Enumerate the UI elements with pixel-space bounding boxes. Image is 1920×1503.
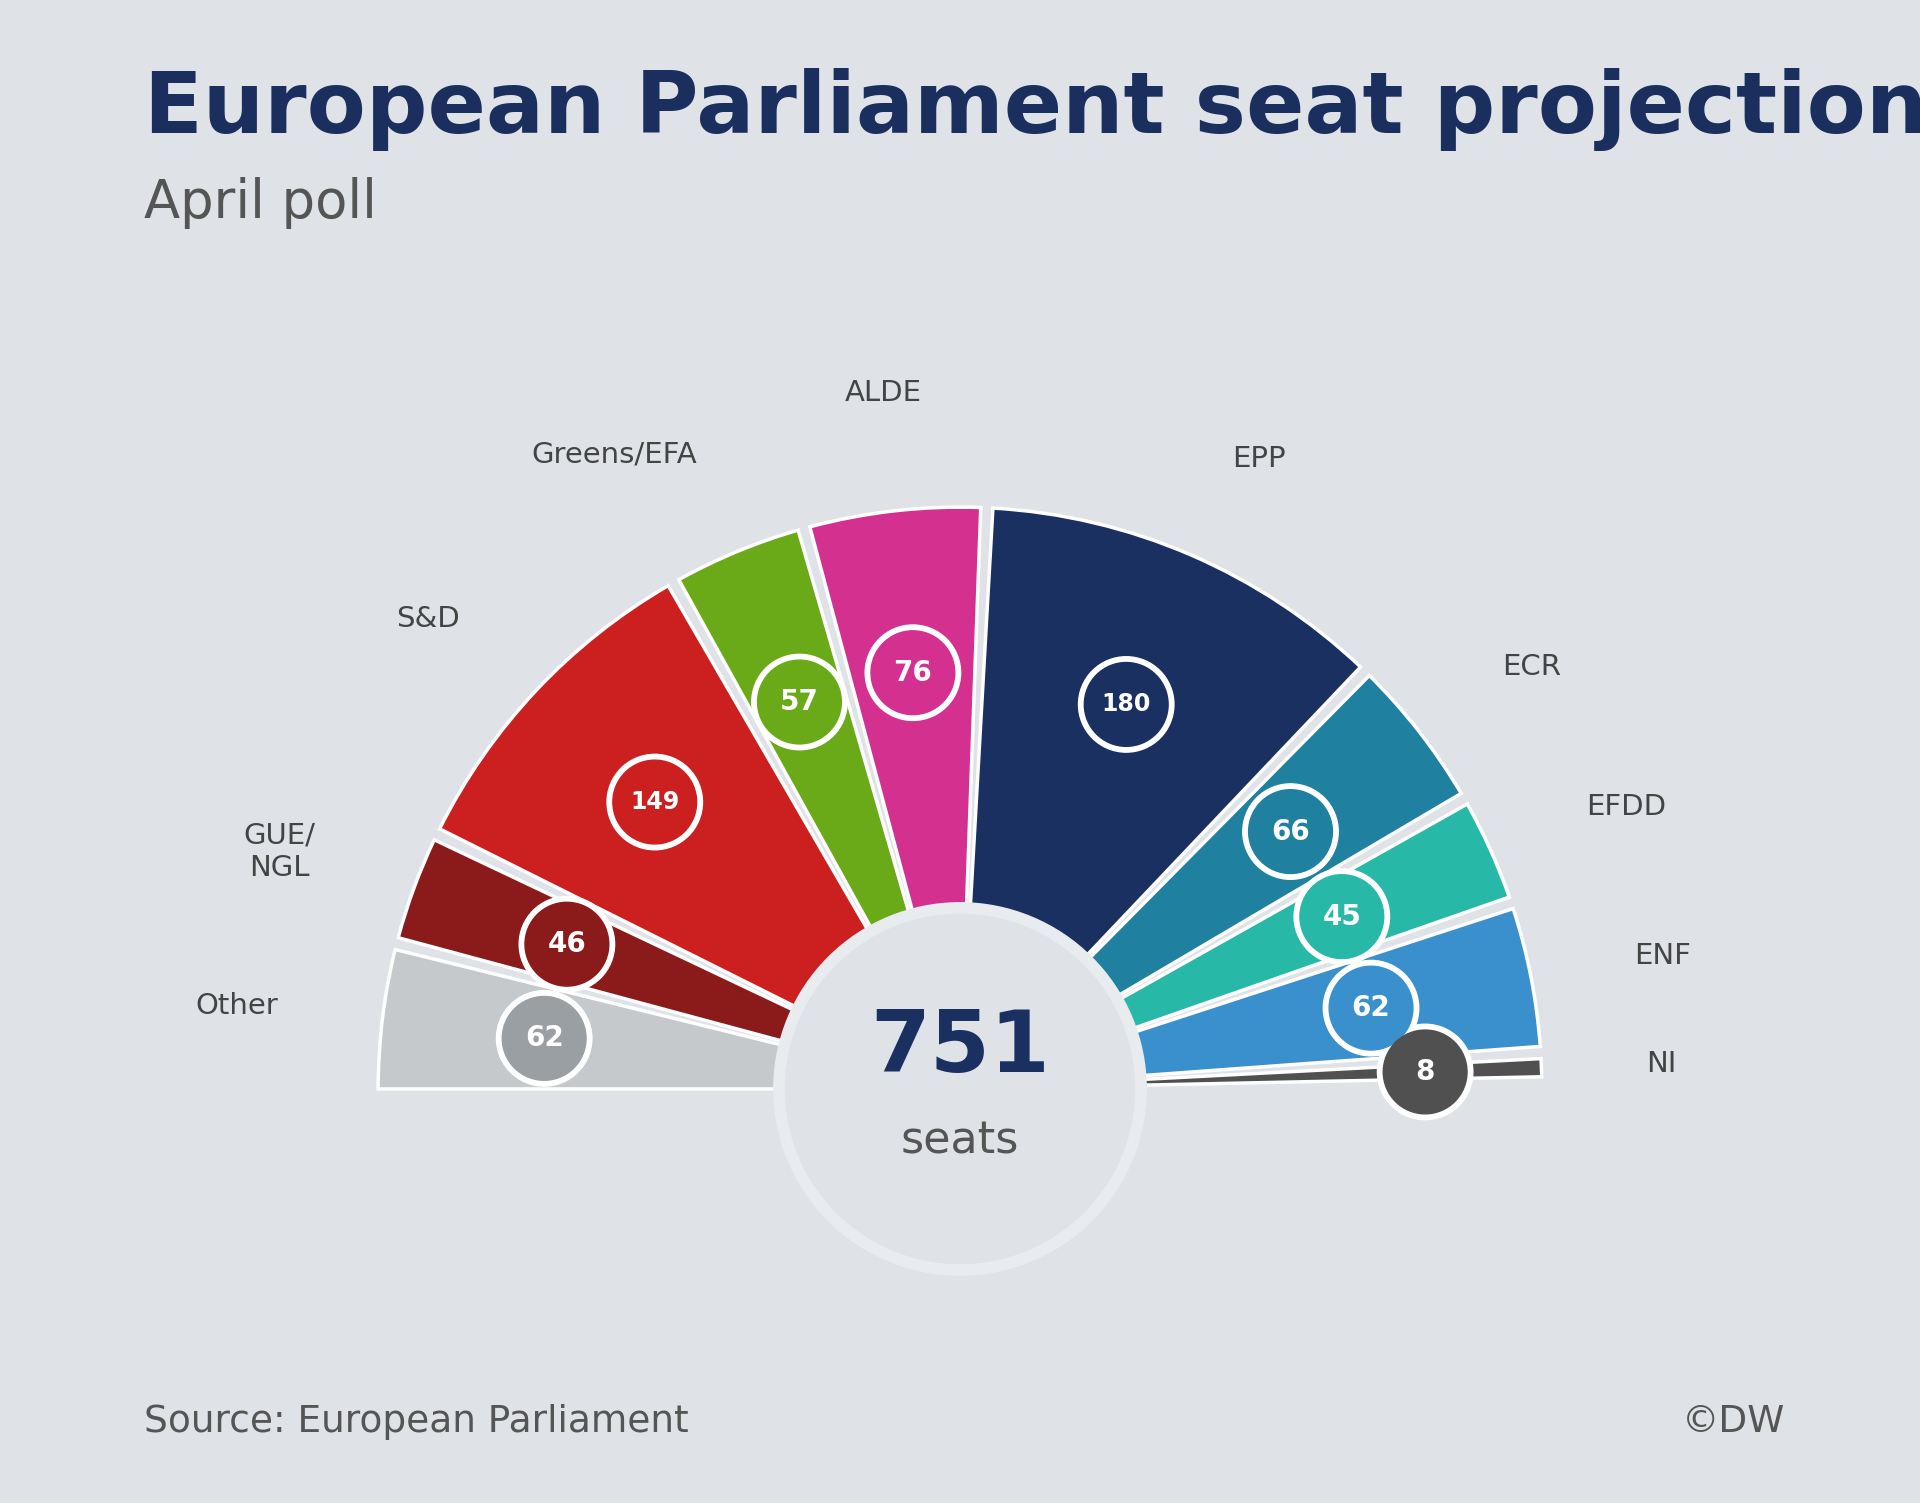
Wedge shape xyxy=(960,804,1509,1090)
Circle shape xyxy=(1382,1030,1467,1114)
Circle shape xyxy=(1377,1024,1473,1120)
Text: seats: seats xyxy=(900,1120,1020,1163)
Circle shape xyxy=(607,755,703,849)
Text: 180: 180 xyxy=(1102,693,1150,717)
Wedge shape xyxy=(960,909,1540,1090)
Text: Greens/EFA: Greens/EFA xyxy=(532,440,697,469)
Text: 149: 149 xyxy=(630,791,680,815)
Wedge shape xyxy=(440,586,960,1090)
Wedge shape xyxy=(810,507,981,1090)
Text: 751: 751 xyxy=(870,1007,1050,1090)
Circle shape xyxy=(1329,966,1413,1051)
Wedge shape xyxy=(378,950,960,1090)
Text: ECR: ECR xyxy=(1501,654,1561,681)
Text: Other: Other xyxy=(196,992,278,1021)
Text: European Parliament seat projection: European Parliament seat projection xyxy=(144,68,1920,150)
Text: S&D: S&D xyxy=(396,604,459,633)
Text: EFDD: EFDD xyxy=(1586,792,1667,821)
Circle shape xyxy=(797,926,1123,1252)
Wedge shape xyxy=(680,531,960,1090)
Text: NI: NI xyxy=(1645,1051,1676,1078)
Text: ©DW: ©DW xyxy=(1682,1404,1786,1440)
Text: April poll: April poll xyxy=(144,177,376,230)
Circle shape xyxy=(1085,663,1167,747)
Text: 46: 46 xyxy=(547,930,586,959)
Circle shape xyxy=(872,631,954,714)
Text: EPP: EPP xyxy=(1233,445,1286,473)
Circle shape xyxy=(503,996,586,1081)
Circle shape xyxy=(1294,869,1390,965)
Circle shape xyxy=(1300,875,1384,959)
Circle shape xyxy=(518,896,614,992)
Text: 45: 45 xyxy=(1323,903,1361,930)
Wedge shape xyxy=(960,1058,1542,1090)
Circle shape xyxy=(774,903,1146,1275)
Text: ALDE: ALDE xyxy=(845,379,922,407)
Text: ENF: ENF xyxy=(1634,942,1690,971)
Circle shape xyxy=(1242,785,1338,879)
Circle shape xyxy=(524,902,609,986)
Wedge shape xyxy=(397,840,960,1090)
Circle shape xyxy=(1248,789,1332,873)
Circle shape xyxy=(1079,657,1173,752)
Text: 62: 62 xyxy=(1352,993,1390,1022)
Text: 8: 8 xyxy=(1415,1058,1434,1087)
Text: 57: 57 xyxy=(780,688,820,715)
Circle shape xyxy=(785,914,1135,1264)
Circle shape xyxy=(866,625,960,720)
Text: Source: European Parliament: Source: European Parliament xyxy=(144,1404,689,1440)
Circle shape xyxy=(497,990,591,1087)
Circle shape xyxy=(758,660,841,744)
Text: 66: 66 xyxy=(1271,818,1309,846)
Text: 76: 76 xyxy=(893,658,933,687)
Text: 62: 62 xyxy=(524,1025,564,1052)
Circle shape xyxy=(1323,960,1419,1055)
Circle shape xyxy=(753,654,847,750)
Wedge shape xyxy=(960,675,1461,1090)
Text: GUE/
NGL: GUE/ NGL xyxy=(244,822,315,882)
Wedge shape xyxy=(960,508,1361,1090)
Circle shape xyxy=(612,761,697,845)
